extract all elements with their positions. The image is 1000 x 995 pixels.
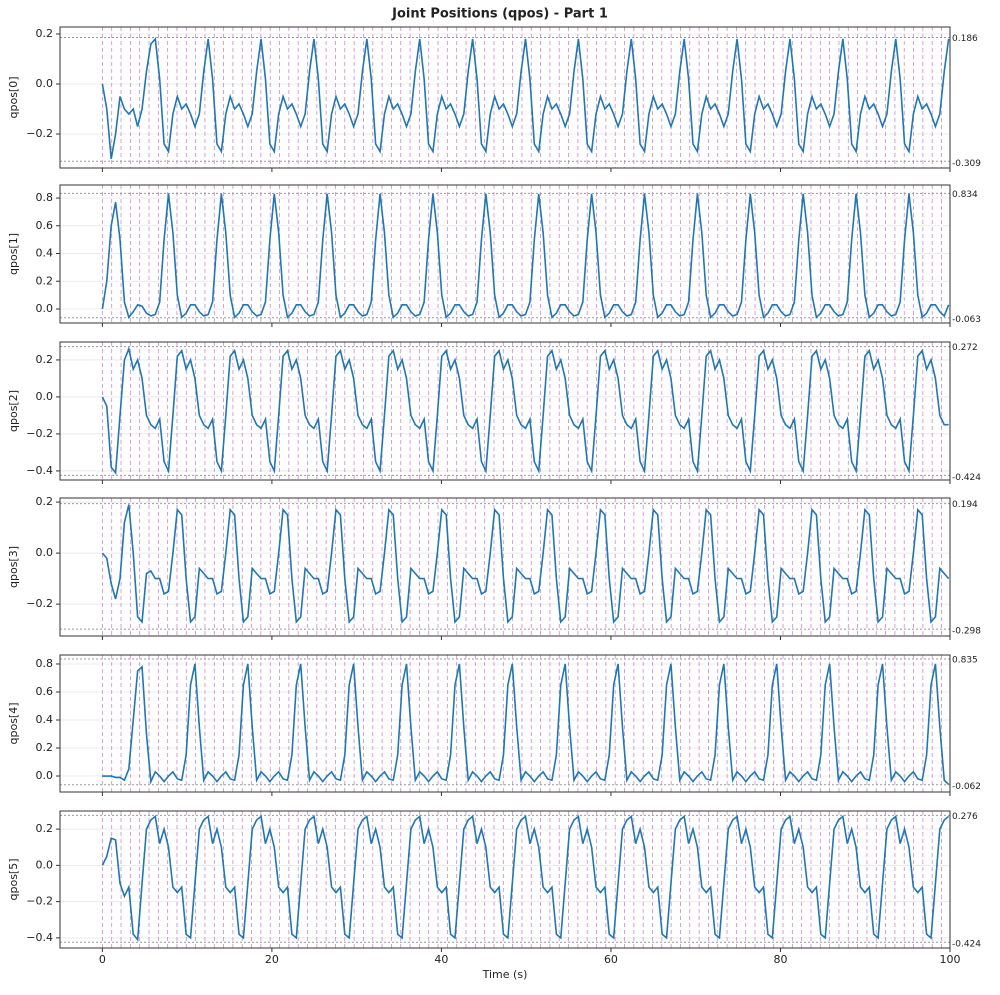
max-label: 0.186	[952, 34, 978, 44]
max-label: 0.272	[952, 343, 978, 353]
y-tick-label: 0.8	[36, 657, 54, 670]
max-label: 0.834	[952, 190, 978, 200]
axes-frame	[59, 654, 951, 793]
min-label: -0.424	[952, 473, 981, 483]
panel: −0.2 0.0 0.2 0.186 -0.309 qpos[0]	[7, 26, 981, 172]
y-tick-label: −0.4	[26, 931, 53, 944]
panel: −0.4 −0.2 0.0 0.2 0.276 -0.424 qpos[5] 0 20 40 60 8…	[7, 810, 981, 966]
y-tick-label: 0.0	[36, 858, 54, 871]
y-axis-label: qpos[5]	[7, 858, 20, 900]
x-tick-label: 40	[434, 953, 448, 966]
y-tick-label: 0.0	[36, 769, 54, 782]
panel: −0.2 0.0 0.2 0.194 -0.298 qpos[3]	[7, 495, 981, 640]
x-tick-label: 60	[604, 953, 618, 966]
y-tick-label: −0.2	[26, 127, 53, 140]
chart-title: Joint Positions (qpos) - Part 1	[391, 7, 608, 22]
min-label: -0.424	[952, 940, 981, 950]
max-label: 0.835	[952, 656, 978, 666]
y-tick-label: 0.2	[36, 495, 54, 508]
y-tick-label: 0.2	[36, 27, 54, 40]
y-tick-label: −0.2	[26, 427, 53, 440]
data-line	[101, 346, 949, 475]
y-tick-label: 0.2	[36, 274, 54, 287]
panel: 0.0 0.2 0.4 0.6 0.8 0.835 -0.062 qpos[4]	[7, 654, 981, 796]
y-tick-label: 0.0	[36, 77, 54, 90]
data-line	[101, 814, 950, 942]
min-label: -0.062	[952, 782, 981, 792]
y-tick-label: −0.4	[26, 464, 53, 477]
y-axis-label: qpos[3]	[7, 546, 20, 588]
y-tick-label: 0.4	[36, 247, 54, 260]
data-line	[101, 193, 950, 320]
x-tick-label: 0	[99, 953, 106, 966]
x-axis-label: Time (s)	[482, 968, 528, 981]
max-label: 0.276	[952, 812, 978, 822]
y-tick-label: 0.6	[36, 219, 54, 232]
axes-frame	[59, 26, 951, 169]
y-tick-label: 0.2	[36, 822, 54, 835]
y-axis-label: qpos[4]	[7, 702, 20, 744]
y-axis-label: qpos[1]	[7, 233, 20, 275]
min-label: -0.298	[952, 627, 981, 637]
y-tick-label: 0.8	[36, 191, 54, 204]
y-tick-label: −0.2	[26, 895, 53, 908]
y-tick-label: 0.6	[36, 685, 54, 698]
data-line	[101, 37, 950, 160]
panel: 0.0 0.2 0.4 0.6 0.8 0.834 -0.063 qpos[1]	[7, 184, 981, 327]
data-line	[102, 663, 950, 786]
x-tick-label: 100	[940, 953, 961, 966]
max-label: 0.194	[952, 500, 978, 510]
y-tick-label: 0.0	[36, 390, 54, 403]
y-axis-label: qpos[0]	[7, 76, 20, 118]
y-axis-label: qpos[2]	[7, 390, 20, 432]
axes-frame	[59, 810, 951, 949]
panel: −0.4 −0.2 0.0 0.2 0.272 -0.424 qpos[2]	[7, 341, 981, 484]
y-tick-label: 0.4	[36, 713, 54, 726]
axes-frame	[59, 184, 951, 324]
data-line	[101, 504, 950, 624]
min-label: -0.309	[952, 159, 981, 169]
y-tick-label: 0.2	[36, 741, 54, 754]
axes-frame	[59, 341, 951, 481]
x-tick-label: 80	[773, 953, 787, 966]
min-label: -0.063	[952, 315, 981, 325]
y-tick-label: 0.2	[36, 353, 54, 366]
axes-frame	[59, 497, 951, 637]
x-tick-label: 20	[265, 953, 279, 966]
y-tick-label: −0.2	[26, 597, 53, 610]
y-tick-label: 0.0	[36, 302, 54, 315]
y-tick-label: 0.0	[36, 546, 54, 559]
